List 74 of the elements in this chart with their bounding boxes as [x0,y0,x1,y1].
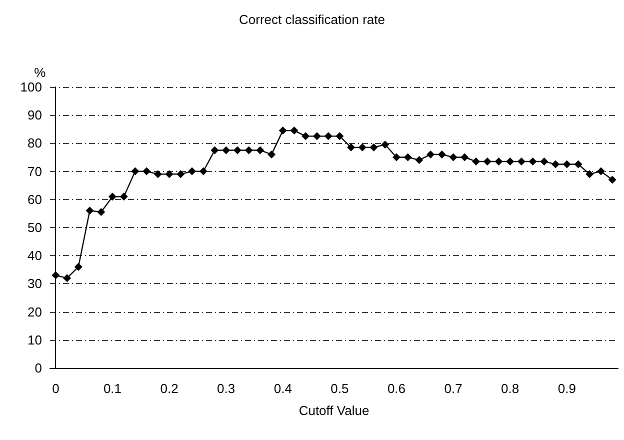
point [210,146,219,154]
point [358,143,366,152]
point [74,262,82,271]
point [52,271,60,280]
x-tick-label: 0.8 [501,381,520,396]
point [120,192,128,201]
point [142,167,151,176]
point [244,146,253,154]
chart-title: Correct classification rate [239,12,385,27]
x-tick-label: 0.9 [558,381,576,396]
point [324,132,332,140]
point [552,160,560,168]
point [426,150,435,158]
point [268,150,276,158]
point [438,150,446,158]
point [256,146,264,154]
point [586,170,594,178]
point [222,146,230,154]
point [381,140,390,149]
x-tick-label: 0.1 [103,381,122,396]
y-tick-label: 20 [28,304,42,320]
y-axis-title: % [34,65,46,80]
point [347,143,356,152]
point [415,156,424,164]
point [108,192,116,201]
y-tick-label: 50 [28,220,42,235]
point [290,126,298,135]
y-tick-label: 40 [28,248,42,264]
point [574,160,582,168]
point [302,132,310,140]
point [278,126,287,135]
x-tick-label: 0 [52,381,60,396]
y-tick-label: 30 [28,276,42,292]
y-tick-label: 90 [28,108,42,123]
point [176,170,185,178]
point [449,153,458,162]
point [370,143,378,152]
x-tick-label: 0.5 [330,381,349,396]
point [483,157,492,166]
y-tick-label: 60 [28,192,42,207]
x-tick-label: 0.3 [217,381,236,396]
point [312,132,321,140]
point [494,157,503,166]
y-tick-label: 10 [28,332,42,348]
y-tick-label: 100 [20,80,42,94]
point [517,157,526,166]
x-tick-label: 0.7 [444,381,462,396]
point [506,157,514,166]
point [336,132,344,140]
point [460,153,469,162]
point [472,157,480,166]
x-axis-title: Cutoff Value [298,403,370,418]
point [165,170,174,178]
point [86,206,94,215]
x-tick-label: 0.4 [274,381,292,396]
point [199,167,208,176]
point [392,153,400,162]
point [188,167,196,176]
point [562,160,571,168]
x-tick-label: 0.2 [160,381,178,396]
point [608,176,616,184]
point [97,208,106,216]
point [404,153,412,162]
point [540,157,548,166]
y-tick-label: 70 [28,164,42,179]
point [528,157,537,166]
point [131,167,140,176]
point [63,274,72,282]
point [596,167,605,176]
y-tick-label: 0 [34,360,42,376]
point [154,170,162,178]
point [233,146,242,154]
y-tick-label: 80 [28,136,42,151]
x-tick-label: 0.6 [387,381,406,396]
